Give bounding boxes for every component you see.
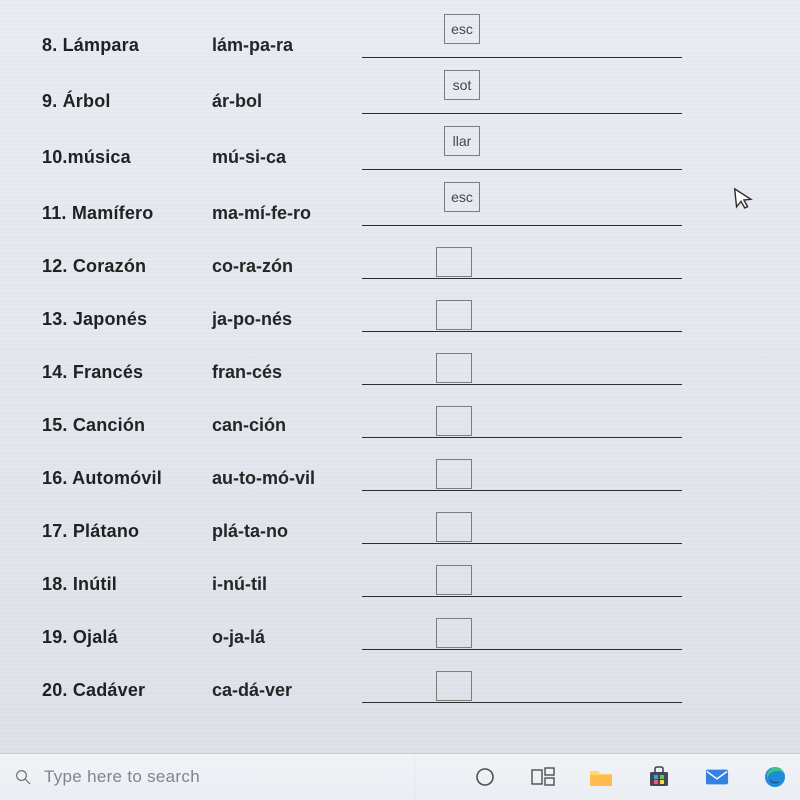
search-placeholder: Type here to search xyxy=(44,767,200,787)
answer-input-box[interactable] xyxy=(436,247,472,277)
word-label: 19. Ojalá xyxy=(42,627,212,654)
task-view-icon[interactable] xyxy=(531,765,555,789)
taskbar: Type here to search xyxy=(0,753,800,800)
answer-area xyxy=(362,654,682,707)
worksheet-row: 14. Francésfran-cés xyxy=(0,336,740,389)
word-label: 11. Mamífero xyxy=(42,203,212,230)
syllable-label: ja-po-nés xyxy=(212,309,362,336)
syllable-label: co-ra-zón xyxy=(212,256,362,283)
answer-input-box[interactable] xyxy=(436,618,472,648)
word-label: 20. Cadáver xyxy=(42,680,212,707)
answer-input-box[interactable]: esc xyxy=(444,182,480,212)
worksheet-row: 12. Corazónco-ra-zón xyxy=(0,230,740,283)
answer-underline xyxy=(362,596,682,597)
answer-input-box[interactable] xyxy=(436,459,472,489)
answer-underline xyxy=(362,113,682,114)
syllable-label: ca-dá-ver xyxy=(212,680,362,707)
worksheet-row: 13. Japonésja-po-nés xyxy=(0,283,740,336)
answer-underline xyxy=(362,278,682,279)
word-label: 18. Inútil xyxy=(42,574,212,601)
answer-underline xyxy=(362,169,682,170)
answer-input-box[interactable]: sot xyxy=(444,70,480,100)
answer-area xyxy=(362,283,682,336)
syllable-label: can-ción xyxy=(212,415,362,442)
syllable-label: lám-pa-ra xyxy=(212,35,362,62)
search-icon xyxy=(14,768,32,786)
answer-area xyxy=(362,336,682,389)
worksheet-row: 19. Ojaláo-ja-lá xyxy=(0,601,740,654)
worksheet-area: 8. Lámparalám-pa-ra esc 9. Árbolár-bol sot 1… xyxy=(0,0,740,760)
answer-area xyxy=(362,230,682,283)
answer-area xyxy=(362,442,682,495)
cursor-icon xyxy=(732,185,755,217)
answer-area: llar xyxy=(362,118,682,174)
syllable-label: ár-bol xyxy=(212,91,362,118)
answer-underline xyxy=(362,543,682,544)
microsoft-store-icon[interactable] xyxy=(647,765,671,789)
worksheet-row: 17. Plátanoplá-ta-no xyxy=(0,495,740,548)
answer-area: sot xyxy=(362,62,682,118)
worksheet-row: 9. Árbolár-bol sot xyxy=(0,62,740,118)
answer-underline xyxy=(362,437,682,438)
cortana-icon[interactable] xyxy=(473,765,497,789)
syllable-label: ma-mí-fe-ro xyxy=(212,203,362,230)
word-label: 14. Francés xyxy=(42,362,212,389)
word-label: 13. Japonés xyxy=(42,309,212,336)
worksheet-row: 20. Cadáverca-dá-ver xyxy=(0,654,740,707)
worksheet-row: 11. Mamíferoma-mí-fe-ro esc xyxy=(0,174,740,230)
edge-icon[interactable] xyxy=(763,765,787,789)
answer-area: esc xyxy=(362,6,682,62)
syllable-label: mú-si-ca xyxy=(212,147,362,174)
taskbar-icons xyxy=(473,765,787,789)
worksheet-row: 10.músicamú-si-ca llar xyxy=(0,118,740,174)
word-label: 17. Plátano xyxy=(42,521,212,548)
word-label: 12. Corazón xyxy=(42,256,212,283)
word-label: 16. Automóvil xyxy=(42,468,212,495)
syllable-label: i-nú-til xyxy=(212,574,362,601)
answer-input-box[interactable] xyxy=(436,671,472,701)
answer-area xyxy=(362,601,682,654)
answer-underline xyxy=(362,384,682,385)
word-label: 8. Lámpara xyxy=(42,35,212,62)
answer-input-box[interactable] xyxy=(436,406,472,436)
word-label: 10.música xyxy=(42,147,212,174)
syllable-label: au-to-mó-vil xyxy=(212,468,362,495)
screen-photo: 8. Lámparalám-pa-ra esc 9. Árbolár-bol sot 1… xyxy=(0,0,800,800)
answer-input-box[interactable]: esc xyxy=(444,14,480,44)
answer-underline xyxy=(362,225,682,226)
answer-area xyxy=(362,548,682,601)
mail-icon[interactable] xyxy=(705,765,729,789)
answer-input-box[interactable] xyxy=(436,512,472,542)
worksheet-row: 15. Cancióncan-ción xyxy=(0,389,740,442)
answer-underline xyxy=(362,57,682,58)
syllable-label: plá-ta-no xyxy=(212,521,362,548)
worksheet-row: 8. Lámparalám-pa-ra esc xyxy=(0,6,740,62)
answer-area: esc xyxy=(362,174,682,230)
syllable-label: o-ja-lá xyxy=(212,627,362,654)
answer-area xyxy=(362,495,682,548)
answer-underline xyxy=(362,702,682,703)
answer-underline xyxy=(362,490,682,491)
answer-input-box[interactable] xyxy=(436,565,472,595)
taskbar-search[interactable]: Type here to search xyxy=(0,754,415,800)
word-label: 15. Canción xyxy=(42,415,212,442)
answer-input-box[interactable] xyxy=(436,300,472,330)
answer-underline xyxy=(362,331,682,332)
answer-area xyxy=(362,389,682,442)
worksheet-row: 16. Automóvilau-to-mó-vil xyxy=(0,442,740,495)
answer-underline xyxy=(362,649,682,650)
word-label: 9. Árbol xyxy=(42,91,212,118)
syllable-label: fran-cés xyxy=(212,362,362,389)
file-explorer-icon[interactable] xyxy=(589,765,613,789)
answer-input-box[interactable]: llar xyxy=(444,126,480,156)
worksheet-row: 18. Inútili-nú-til xyxy=(0,548,740,601)
answer-input-box[interactable] xyxy=(436,353,472,383)
